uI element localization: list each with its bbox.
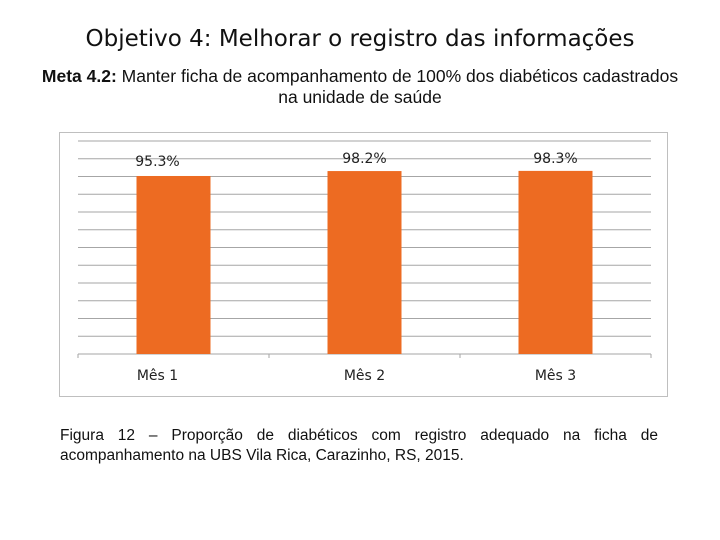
category-label-1: Mês 1 xyxy=(137,368,178,384)
data-label-3: 98.3% xyxy=(533,151,577,167)
bar-3 xyxy=(518,170,593,354)
category-label-3: Mês 3 xyxy=(535,368,576,384)
bar-1 xyxy=(136,175,211,354)
bar-chart: 95.3% Mês 1 98.2% Mês 2 98.3% Mês 3 xyxy=(77,140,652,384)
data-label-2: 98.2% xyxy=(342,151,386,167)
data-label-1: 95.3% xyxy=(135,154,179,170)
slide-title: Objetivo 4: Melhorar o registro das info… xyxy=(85,26,635,52)
category-label-2: Mês 2 xyxy=(344,368,385,384)
subtitle-text: Manter ficha de acompanhamento de 100% d… xyxy=(116,66,679,107)
figure-caption: Figura 12 – Proporção de diabéticos com … xyxy=(60,427,658,464)
bar-2 xyxy=(327,171,402,354)
slide-subtitle: Meta 4.2: Manter ficha de acompanhamento… xyxy=(40,66,680,108)
chart-frame: 95.3% Mês 1 98.2% Mês 2 98.3% Mês 3 xyxy=(59,132,668,397)
subtitle-prefix: Meta 4.2: xyxy=(41,66,117,86)
